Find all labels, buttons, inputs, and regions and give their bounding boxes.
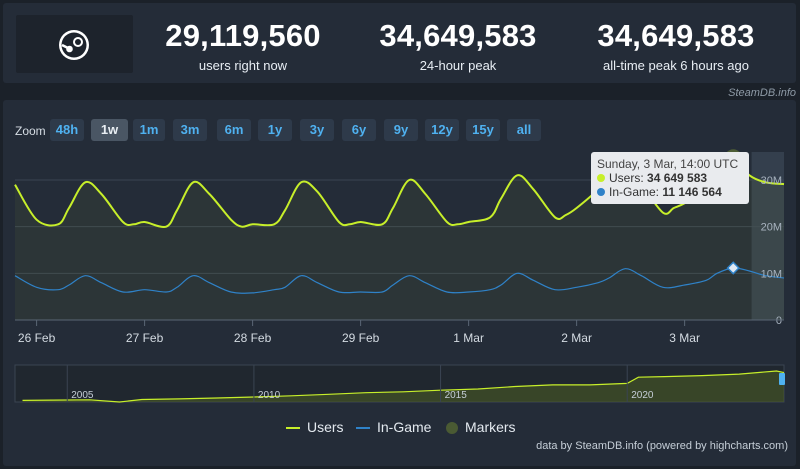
stats-bar: 29,119,560 users right now 34,649,583 24… (3, 3, 796, 83)
zoom-label: Zoom (15, 124, 46, 138)
zoom-button-3m[interactable]: 3m (173, 119, 207, 141)
navigator-tick-label: 2010 (258, 390, 281, 401)
legend-item-users[interactable]: Users (286, 419, 344, 435)
legend-item-ingame[interactable]: In-Game (356, 419, 431, 435)
ingame-hover-point (726, 261, 740, 275)
stat-current-label: users right now (198, 58, 288, 73)
y-tick-label: 20M (761, 222, 782, 234)
users-line (14, 157, 785, 229)
users-line-icon (286, 427, 300, 430)
chart-credit: data by SteamDB.info (powered by highcha… (536, 440, 788, 452)
legend-item-markers[interactable]: Markers (446, 419, 516, 435)
legend-markers-label: Markers (465, 419, 516, 435)
steam-icon (59, 30, 89, 60)
ingame-dot-icon (597, 188, 605, 196)
stat-24h-peak-value: 34,649,583 (379, 18, 537, 53)
navigator-tick-label: 2005 (71, 390, 94, 401)
ingame-line (14, 267, 785, 294)
stat-24h-peak-label: 24-hour peak (419, 58, 497, 73)
zoom-button-all[interactable]: all (507, 119, 541, 141)
x-tick-label: 27 Feb (126, 331, 164, 345)
x-tick-label: 3 Mar (669, 331, 700, 345)
zoom-button-48h[interactable]: 48h (50, 119, 84, 141)
chart-tooltip: Sunday, 3 Mar, 14:00 UTC Users: 34 649 5… (591, 152, 749, 204)
tooltip-title: Sunday, 3 Mar, 14:00 UTC (597, 157, 739, 171)
stat-current: 29,119,560 users right now (143, 18, 343, 74)
tooltip-ingame-label: In-Game: (609, 185, 660, 199)
zoom-button-9y[interactable]: 9y (384, 119, 418, 141)
y-tick-label: 0 (776, 315, 782, 327)
zoom-button-3y[interactable]: 3y (300, 119, 334, 141)
zoom-button-1m[interactable]: 1m (133, 119, 165, 141)
stat-alltime-peak-value: 34,649,583 (597, 18, 755, 53)
x-tick-label: 29 Feb (342, 331, 380, 345)
x-tick-label: 2 Mar (561, 331, 592, 345)
stat-current-value: 29,119,560 (165, 18, 321, 53)
steam-logo[interactable] (16, 15, 133, 73)
tooltip-users-label: Users: (609, 171, 644, 185)
navigator-tick-label: 2015 (445, 390, 468, 401)
stat-alltime-peak-label: all-time peak 6 hours ago (603, 58, 749, 73)
navigator-tick-label: 2020 (631, 390, 654, 401)
navigator-handle[interactable] (779, 373, 785, 385)
legend-ingame-label: In-Game (377, 419, 432, 435)
tooltip-ingame-value: 11 146 564 (662, 185, 722, 199)
zoom-button-1y[interactable]: 1y (258, 119, 292, 141)
y-tick-label: 10M (761, 268, 782, 280)
y-tick-label: 30M (761, 175, 782, 187)
x-tick-label: 1 Mar (453, 331, 484, 345)
markers-dot-icon (446, 422, 458, 435)
tooltip-ingame-row: In-Game: 11 146 564 (597, 185, 722, 199)
legend-users-label: Users (307, 419, 344, 435)
stat-alltime-peak: 34,649,583 all-time peak 6 hours ago (576, 18, 776, 74)
brand-label: SteamDB.info (728, 87, 796, 99)
users-dot-icon (597, 174, 605, 182)
x-tick-label: 28 Feb (234, 331, 272, 345)
navigator-line (22, 370, 785, 403)
x-tick-label: 26 Feb (18, 331, 56, 345)
zoom-button-6y[interactable]: 6y (342, 119, 376, 141)
zoom-button-6m[interactable]: 6m (217, 119, 251, 141)
zoom-button-12y[interactable]: 12y (425, 119, 459, 141)
zoom-button-1w[interactable]: 1w (91, 119, 128, 141)
stat-24h-peak: 34,649,583 24-hour peak (358, 18, 558, 74)
navigator-area (22, 371, 785, 402)
ingame-line-icon (356, 427, 370, 430)
tooltip-users-value: 34 649 583 (647, 171, 708, 185)
tooltip-users-row: Users: 34 649 583 (597, 171, 707, 185)
zoom-button-15y[interactable]: 15y (466, 119, 500, 141)
